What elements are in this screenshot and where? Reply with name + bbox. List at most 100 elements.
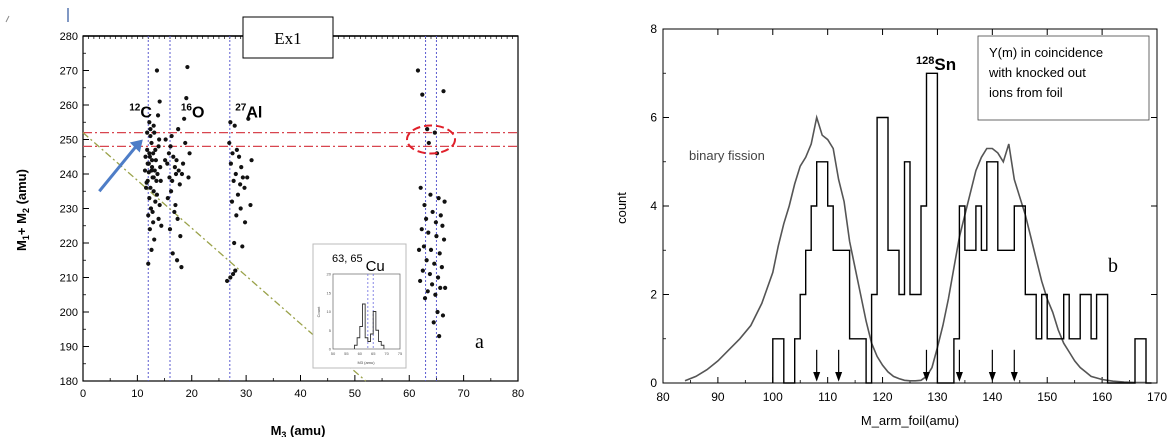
inset-y-axis-title: Count — [316, 306, 321, 318]
panel-a-y-axis-title: M1+ M2 (amu) — [14, 169, 31, 251]
scatter-point — [149, 168, 154, 173]
scatter-point — [163, 158, 168, 163]
ex1-label-box — [242, 16, 334, 59]
scatter-point — [158, 178, 163, 183]
scatter-point — [184, 96, 189, 101]
scatter-point — [179, 265, 184, 270]
scatter-point — [437, 334, 442, 339]
scatter-point — [420, 92, 425, 97]
panel-b-x-tick-label: 170 — [1147, 390, 1167, 404]
inset-x-tick-label: 65 — [371, 351, 376, 356]
panel-b-y-tick-label: 2 — [650, 288, 657, 302]
scatter-point — [230, 271, 236, 277]
scatter-point — [146, 161, 151, 166]
scatter-point — [176, 127, 181, 132]
scatter-point — [183, 140, 188, 146]
scatter-point — [174, 258, 180, 263]
scatter-point — [153, 199, 158, 204]
element-symbol: Al — [246, 104, 262, 121]
scatter-point — [147, 151, 152, 156]
scatter-point — [157, 99, 162, 104]
scatter-point — [168, 189, 174, 194]
scatter-point — [173, 171, 179, 177]
panel-a-label: a — [475, 331, 484, 353]
scatter-point — [175, 216, 180, 221]
scatter-point — [436, 196, 441, 201]
inset-histogram-outline — [353, 303, 385, 349]
pointer-arrow-head — [129, 139, 143, 153]
scatter-point — [441, 89, 446, 94]
element-label: 16O — [181, 102, 205, 121]
legend-line-1: Y(m) in coincidence — [989, 45, 1103, 60]
scatter-point — [151, 220, 156, 225]
scatter-point — [430, 209, 435, 215]
inset-y-tick-label: 10 — [327, 309, 332, 314]
scatter-point — [245, 175, 250, 180]
scatter-point — [234, 147, 239, 152]
fragment-marker-arrowhead — [835, 371, 843, 382]
scatter-point — [233, 268, 238, 273]
scatter-point — [151, 175, 156, 180]
scatter-point — [435, 309, 440, 315]
scatter-point — [148, 185, 153, 190]
scatter-point — [242, 185, 247, 190]
panel-a-x-tick-label: 60 — [403, 388, 415, 400]
scatter-point — [424, 216, 429, 221]
scatter-point — [146, 261, 151, 266]
panel-b-x-tick-label: 80 — [656, 390, 670, 404]
scatter-point — [166, 151, 172, 156]
scatter-point — [224, 278, 230, 284]
panel-a-y-tick-label: 270 — [60, 66, 78, 78]
inset-y-tick-label: 20 — [327, 272, 332, 277]
scatter-point — [153, 147, 158, 152]
scatter-point — [145, 147, 150, 152]
scatter-point — [148, 206, 154, 211]
scatter-point — [167, 175, 172, 180]
element-mass-number: 16 — [181, 102, 193, 113]
scatter-point — [152, 168, 157, 173]
highlight-ellipse — [406, 124, 456, 155]
inset-x-tick-label: 55 — [344, 351, 349, 356]
scatter-point — [157, 137, 162, 142]
scatter-point — [151, 189, 156, 194]
scatter-point — [425, 127, 430, 132]
panel-a-x-tick-label: 30 — [240, 388, 252, 400]
scatter-point — [148, 127, 153, 132]
scatter-point — [433, 292, 438, 297]
scatter-point — [228, 120, 233, 125]
scatter-point — [157, 202, 162, 208]
panel-b-x-axis-title: M_arm_foil(amu) — [861, 413, 959, 428]
scatter-point — [143, 154, 148, 159]
fragment-marker-arrowhead — [922, 371, 930, 382]
scatter-point — [185, 64, 190, 70]
scatter-point — [145, 130, 150, 135]
scatter-point — [240, 244, 245, 249]
scatter-point — [234, 213, 239, 218]
scatter-point — [426, 140, 431, 146]
scatter-point — [154, 68, 160, 73]
scatter-point — [178, 234, 183, 239]
scatter-point — [429, 282, 435, 287]
pointer-arrow-shaft — [98, 144, 138, 193]
scatter-point — [248, 202, 253, 208]
coincidence-histogram — [772, 72, 1152, 384]
scatter-point — [431, 320, 436, 325]
element-mass-number: 12 — [129, 102, 141, 113]
scatter-point — [153, 158, 158, 163]
scatter-point — [437, 251, 442, 256]
panel-a-y-tick-label: 220 — [60, 238, 78, 250]
scatter-point — [170, 178, 175, 183]
scatter-point — [246, 116, 251, 121]
scatter-point — [238, 206, 243, 211]
inset-y-tick-label: 5 — [329, 328, 332, 333]
panel-a-y-tick-label: 180 — [60, 376, 78, 388]
scatter-point — [172, 209, 177, 215]
scatter-point — [227, 140, 232, 146]
panel-a-x-tick-label: 0 — [80, 388, 86, 400]
scatter-point — [182, 116, 187, 121]
stray-mark-edge — [5, 15, 10, 23]
panel-a-x-tick-label: 80 — [512, 388, 524, 400]
scatter-point — [154, 178, 159, 183]
panel-a-y-tick-label: 240 — [60, 169, 78, 181]
scatter-point — [145, 178, 150, 183]
